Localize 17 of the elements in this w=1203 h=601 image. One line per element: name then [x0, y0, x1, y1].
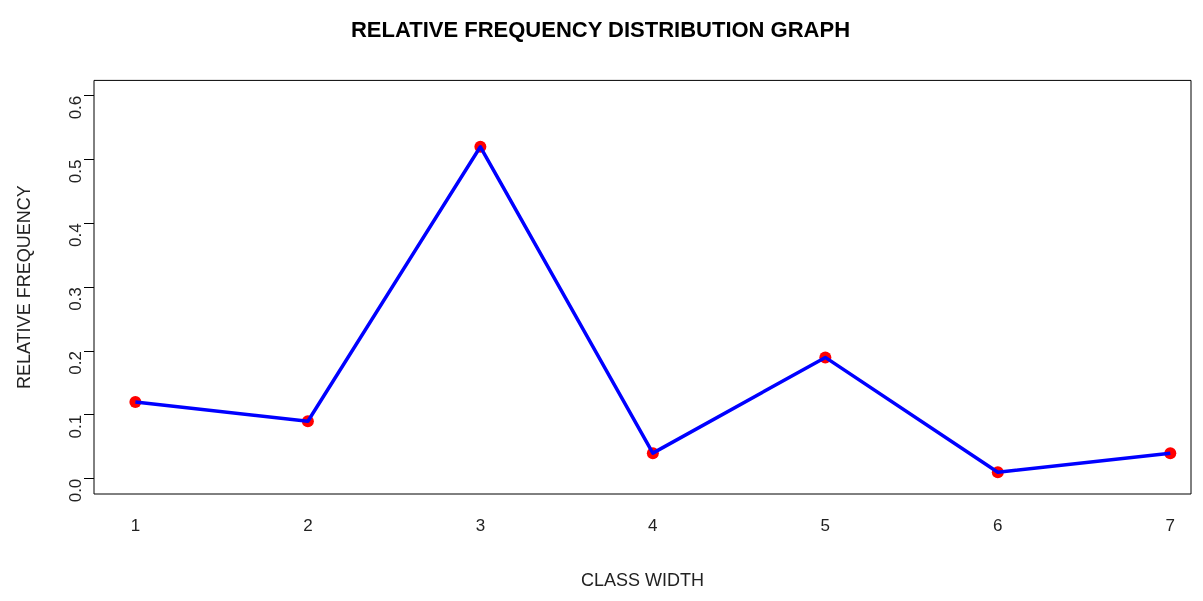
y-tick-label: 0.0: [65, 478, 85, 503]
y-tick-label: 0.5: [65, 159, 85, 184]
y-tick-label: 0.4: [65, 223, 85, 248]
y-tick-label: 0.6: [65, 95, 85, 120]
y-tick-label: 0.1: [65, 414, 85, 439]
x-tick-label: 1: [130, 515, 141, 535]
x-tick-label: 3: [475, 515, 486, 535]
x-axis-title: CLASS WIDTH: [580, 570, 705, 591]
chart-title: RELATIVE FREQUENCY DISTRIBUTION GRAPH: [350, 17, 851, 43]
y-tick-label: 0.2: [65, 351, 85, 375]
x-tick-label: 5: [820, 515, 831, 535]
y-axis-title: RELATIVE FREQUENCY: [13, 185, 34, 390]
x-tick-label: 7: [1165, 515, 1176, 535]
y-tick-label: 0.3: [65, 287, 85, 311]
x-tick-label: 4: [648, 515, 658, 535]
x-tick-label: 6: [993, 515, 1003, 535]
x-tick-label: 2: [303, 515, 313, 535]
